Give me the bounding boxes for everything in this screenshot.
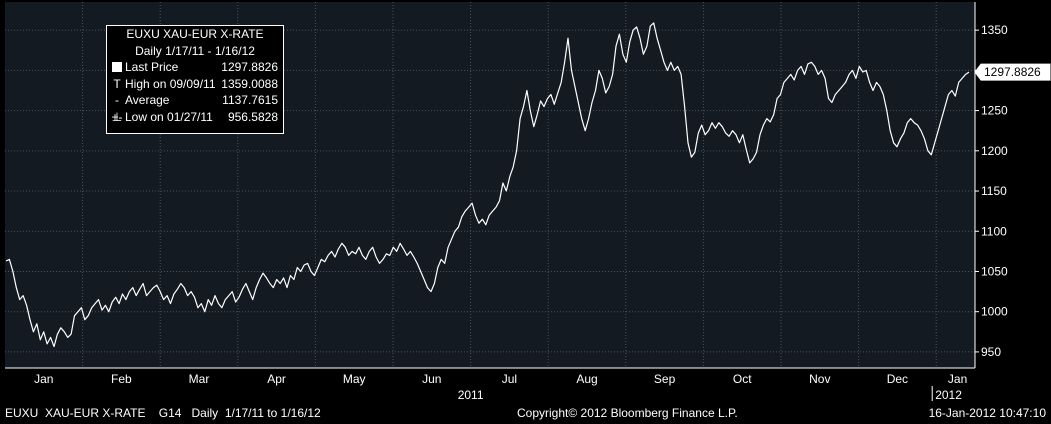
last-price-label: 1297.8826 <box>984 65 1041 79</box>
x-tick-label-month: Jul <box>502 372 517 386</box>
legend-date-range: Daily 1/17/11 - 1/16/12 <box>135 43 255 58</box>
legend-label: Average <box>125 93 170 107</box>
x-tick-label-month: Aug <box>576 372 597 386</box>
x-tick-label-month: Jan <box>948 372 967 386</box>
x-tick-label-month: Apr <box>267 372 286 386</box>
low-marker-icon: ⊥ <box>111 109 123 124</box>
price-line-group <box>5 22 970 348</box>
x-tick-label-month: Feb <box>111 372 132 386</box>
legend-value: 956.5828 <box>227 109 278 124</box>
average-marker-icon: -+- <box>111 93 123 124</box>
x-tick-label-month: Oct <box>733 372 752 386</box>
x-tick-label-month: Jan <box>34 372 53 386</box>
y-tick-label: 1250 <box>981 104 1008 118</box>
legend-row-low: ⊥ Low on 01/27/11 956.5828 <box>107 109 283 126</box>
x-tick-label-month: Sep <box>654 372 676 386</box>
footer-timestamp: 16-Jan-2012 10:47:10 <box>928 406 1046 420</box>
y-tick-label: 950 <box>981 345 1001 359</box>
y-tick-label: 1050 <box>981 264 1008 278</box>
x-year-label: 2012 <box>935 388 962 402</box>
last-price-box-icon <box>111 59 123 77</box>
y-tick-label: 1150 <box>981 184 1007 198</box>
legend-row-average: -+- Average 1137.7615 <box>107 92 283 124</box>
chart-footer: EUXU XAU-EUR X-RATE G14 Daily 1/17/11 to… <box>0 404 1051 424</box>
price-line <box>5 22 970 348</box>
x-year-label: 2011 <box>458 388 484 402</box>
last-price-marker <box>974 63 1051 81</box>
legend-ticker: EUXU XAU-EUR X-RATE <box>126 27 264 41</box>
y-tick-label: 1350 <box>981 23 1008 37</box>
legend-label: High on 09/09/11 <box>125 76 216 91</box>
x-tick-label-month: May <box>343 372 366 386</box>
footer-copyright: Copyright© 2012 Bloomberg Finance L.P. <box>517 406 738 420</box>
legend-value: 1137.7615 <box>222 93 278 107</box>
legend-label: Low on 01/27/11 <box>125 109 213 124</box>
legend-row-last-price: Last Price 1297.8826 <box>107 59 283 76</box>
y-tick-label: 1100 <box>981 224 1007 238</box>
chart-axes: 95010001050110011501200125013001350JanFe… <box>5 2 1051 402</box>
legend-label: Last Price <box>125 60 179 74</box>
high-marker-icon: T <box>113 76 121 91</box>
legend-value: 1359.0088 <box>221 76 278 91</box>
legend-row-high: T High on 09/09/11 1359.0088 <box>107 76 283 93</box>
x-tick-label-month: Nov <box>809 372 830 386</box>
footer-security-info: EUXU XAU-EUR X-RATE G14 Daily 1/17/11 to… <box>5 406 321 420</box>
y-tick-label: 1200 <box>981 144 1008 158</box>
x-tick-label-month: Mar <box>189 372 210 386</box>
legend-value: 1297.8826 <box>221 60 278 74</box>
x-tick-label-month: Jun <box>422 372 441 386</box>
x-tick-label-month: Dec <box>887 372 908 386</box>
chart-legend: EUXU XAU-EUR X-RATE Daily 1/17/11 - 1/16… <box>106 25 284 134</box>
y-tick-label: 1000 <box>981 305 1008 319</box>
